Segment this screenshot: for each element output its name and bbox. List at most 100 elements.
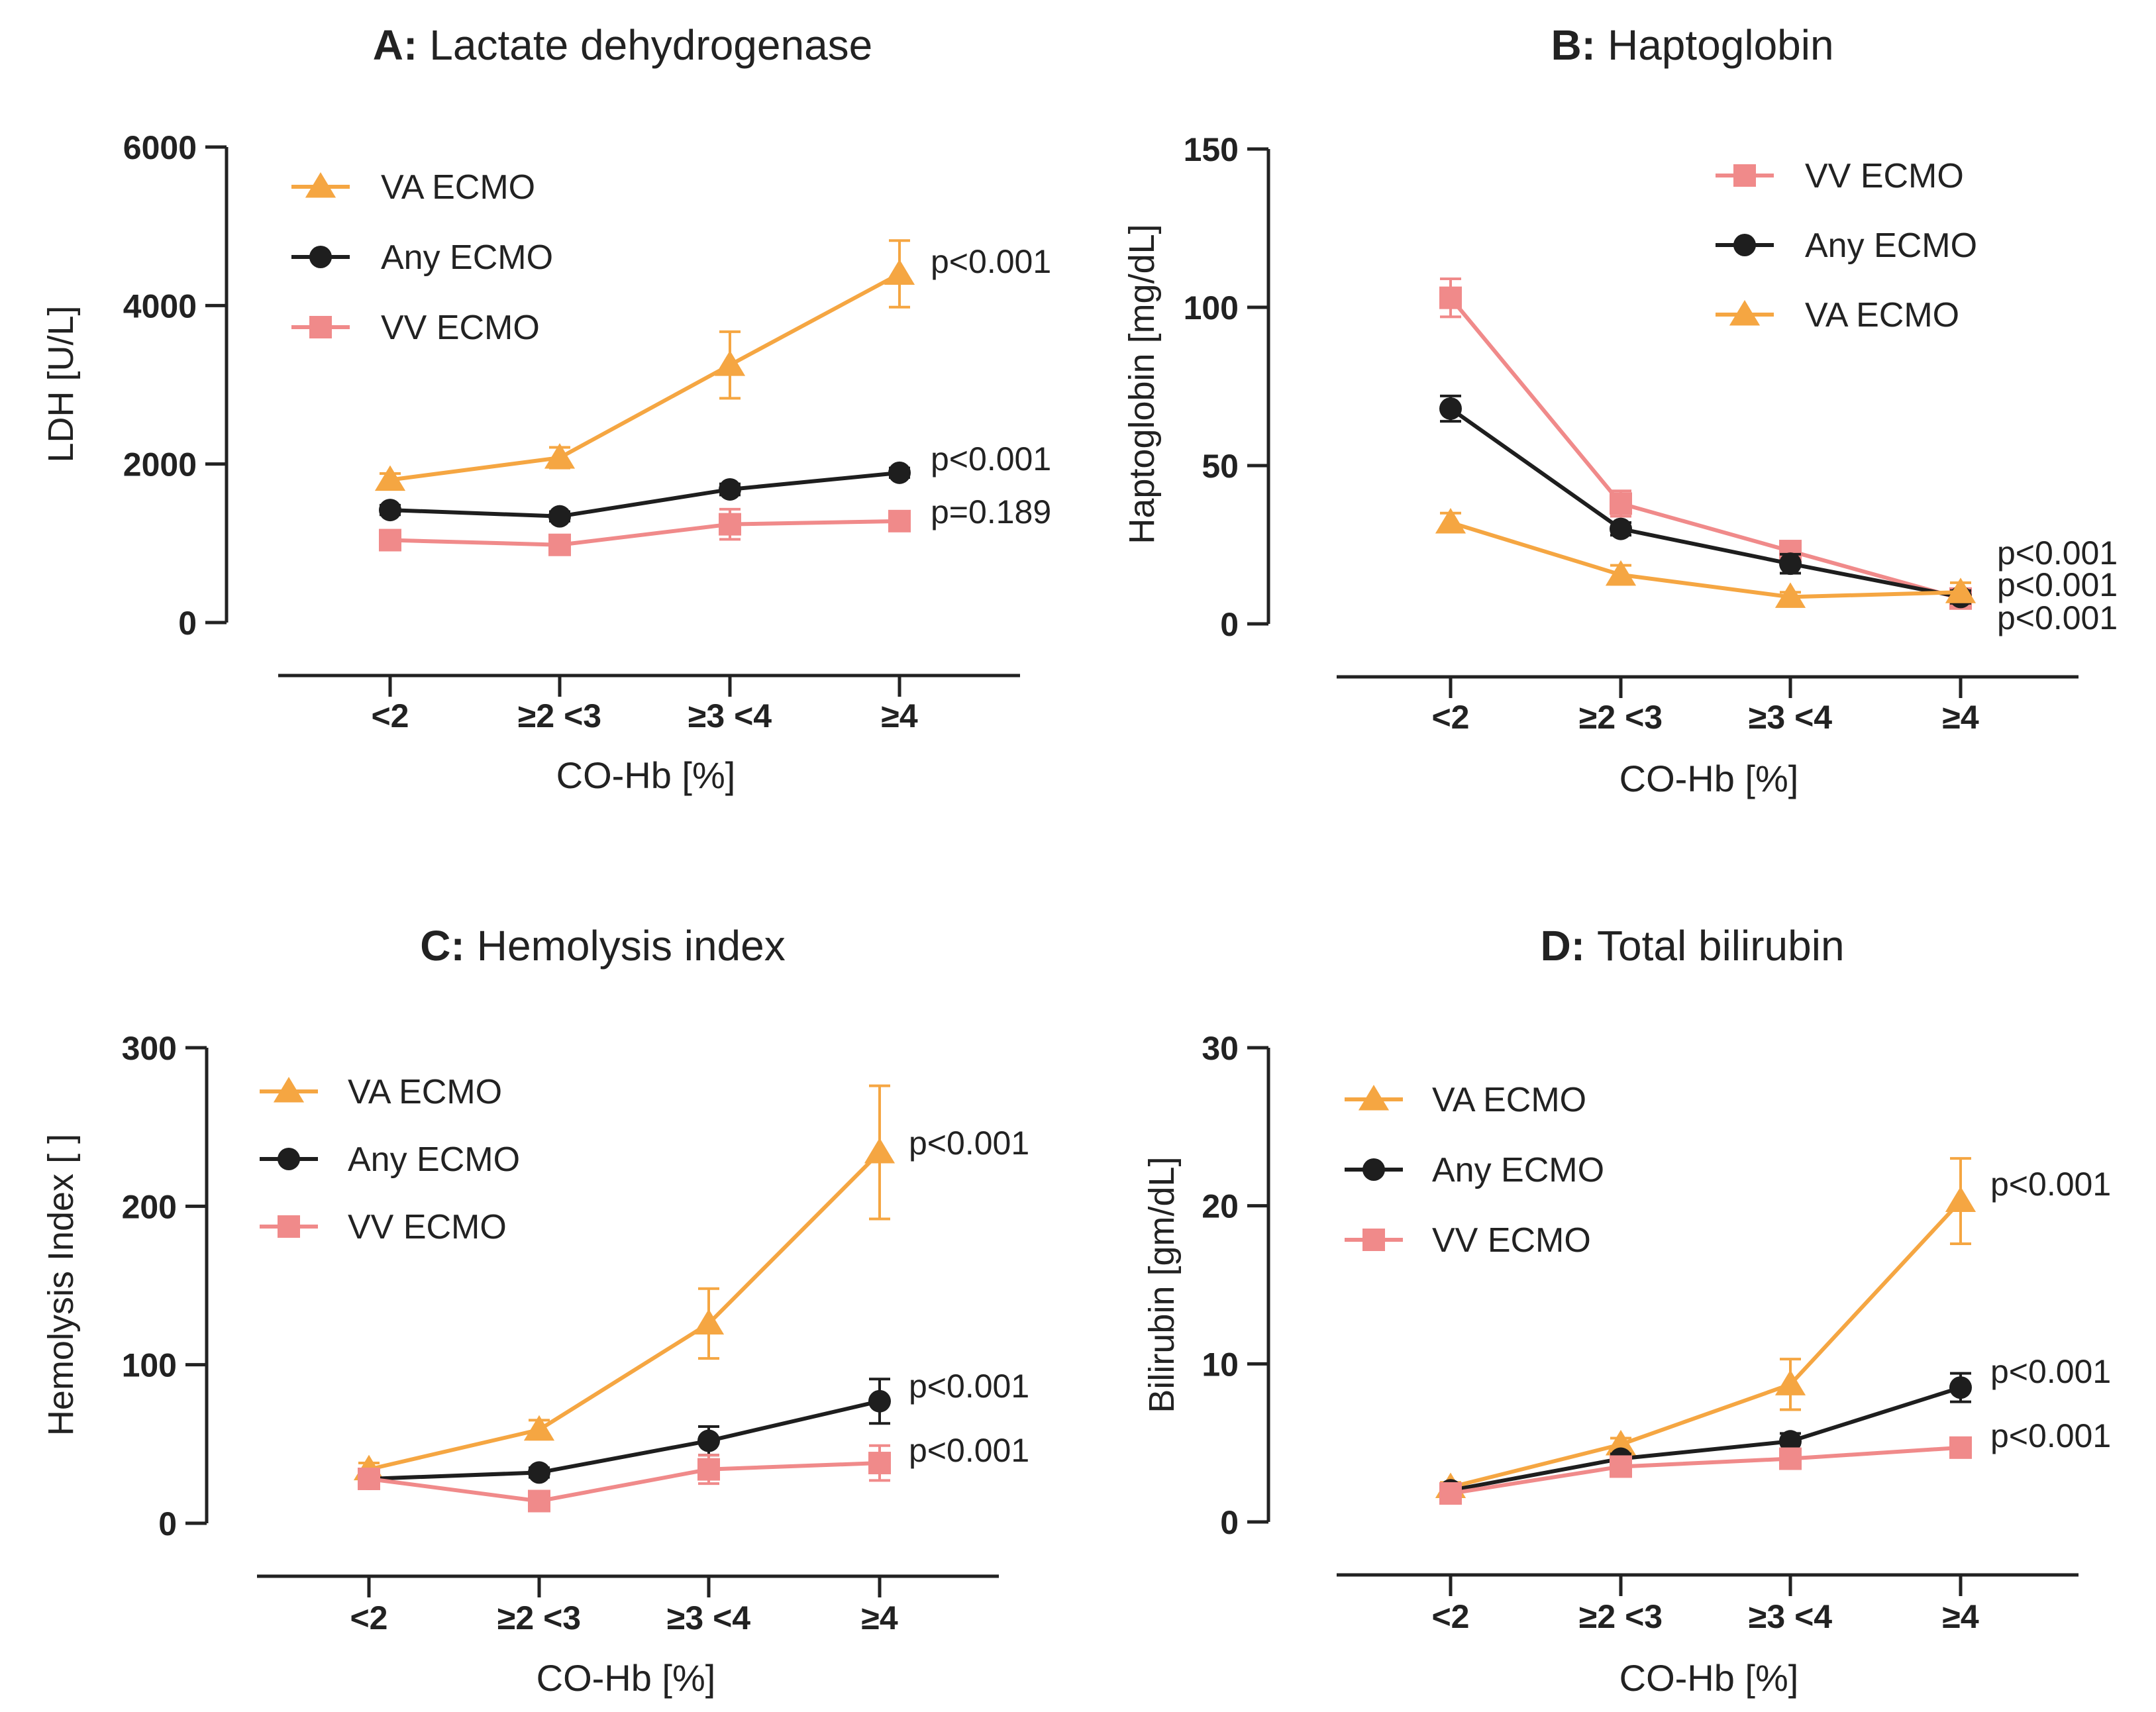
data-point: [1779, 1430, 1802, 1453]
chart-title: C: Hemolysis index: [420, 922, 785, 970]
p-value-label: p<0.001: [1997, 566, 2118, 603]
y-axis-label: Haptoglobin [mg/dL]: [1122, 224, 1162, 544]
x-tick-label: <2: [350, 1599, 387, 1636]
data-point: [528, 1489, 550, 1513]
series-line: [389, 470, 900, 519]
p-value-label: p<0.001: [909, 1432, 1029, 1469]
data-point: [1945, 1186, 1976, 1213]
data-point: [379, 499, 401, 522]
data-point: [1439, 286, 1462, 309]
p-value-label: p<0.001: [1997, 599, 2118, 636]
series-line: [389, 519, 900, 547]
x-tick-label: ≥2 <3: [497, 1599, 581, 1636]
data-point: [693, 1309, 725, 1334]
x-tick-label: ≥2 <3: [1579, 699, 1663, 736]
x-tick-label: ≥3 <4: [688, 697, 772, 734]
chart-title-text: Haptoglobin: [1608, 21, 1834, 69]
series-line: [1450, 1199, 1963, 1489]
legend-label: Any ECMO: [348, 1140, 520, 1179]
p-value-label: p<0.001: [1997, 534, 2118, 572]
data-point: [1439, 397, 1462, 420]
x-tick-label: <2: [1431, 699, 1469, 736]
x-tick-label: ≥2 <3: [1579, 1598, 1663, 1635]
chart-panel-b: B: Haptoglobin 0 50 100 150 Haptoglobin [mg/dL…: [1122, 21, 2118, 799]
y-tick-label: 0: [1220, 1504, 1239, 1541]
x-tick-label: ≥2 <3: [518, 697, 601, 734]
y-tick-label: 4000: [123, 287, 197, 325]
y-tick-label: 0: [178, 605, 197, 642]
y-tick-label: 6000: [123, 129, 197, 166]
legend-label: Any ECMO: [1432, 1151, 1604, 1189]
p-value-label: p<0.001: [909, 1368, 1029, 1405]
legend-label: Any ECMO: [1805, 227, 1977, 265]
data-point: [719, 478, 741, 501]
series-line: [1449, 407, 1961, 599]
chart-title-text: Total bilirubin: [1597, 922, 1845, 970]
data-point: [868, 1452, 891, 1475]
p-value-label: p<0.001: [931, 243, 1051, 280]
chart-panel-a: A: Lactate dehydrogenase 0 2000 4000 6000 LDH …: [41, 21, 1051, 796]
series-line: [368, 1150, 882, 1472]
series-any: [379, 461, 911, 528]
chart-title-prefix: C:: [420, 922, 465, 970]
chart-title-prefix: B:: [1551, 21, 1596, 69]
chart-title-prefix: D:: [1540, 922, 1585, 970]
x-axis-label: CO-Hb [%]: [1619, 1657, 1799, 1699]
x-axis-label: CO-Hb [%]: [537, 1657, 716, 1699]
y-tick-label: 10: [1202, 1346, 1239, 1383]
series-line: [1450, 1385, 1961, 1493]
legend: VA ECMO Any ECMO VV ECMO: [291, 168, 553, 347]
data-point: [697, 1458, 720, 1481]
series-line: [1450, 521, 1961, 599]
legend-marker: [1362, 1158, 1385, 1181]
legend-marker: [309, 316, 332, 338]
data-point: [379, 529, 401, 552]
data-point: [523, 1415, 555, 1441]
data-point: [548, 533, 571, 556]
data-point: [1774, 582, 1806, 608]
x-tick-label: <2: [371, 697, 409, 734]
data-point: [548, 505, 571, 528]
series-va: [374, 239, 915, 491]
data-point: [1610, 517, 1632, 540]
series-line: [389, 272, 901, 482]
series-vv: [358, 1444, 891, 1513]
legend-marker: [1729, 300, 1761, 326]
y-tick-label: 300: [122, 1030, 177, 1067]
chart-title-text: Lactate dehydrogenase: [429, 21, 872, 69]
series-va: [1435, 1157, 1976, 1498]
legend: VA ECMO Any ECMO VV ECMO: [260, 1073, 520, 1246]
chart-title: B: Haptoglobin: [1551, 21, 1833, 69]
y-tick-label: 200: [122, 1188, 177, 1225]
x-tick-label: ≥3 <4: [1749, 699, 1832, 736]
data-point: [1439, 1482, 1462, 1505]
chart-title: D: Total bilirubin: [1540, 922, 1844, 970]
legend-label: VV ECMO: [381, 309, 540, 347]
legend: VV ECMO Any ECMO VA ECMO: [1716, 157, 1977, 334]
data-point: [714, 350, 746, 376]
data-point: [1779, 552, 1802, 576]
data-point: [374, 465, 406, 491]
y-axis-label: Hemolysis Index [ ]: [41, 1134, 81, 1436]
series-line: [1450, 1445, 1961, 1496]
legend: VA ECMO Any ECMO VV ECMO: [1345, 1081, 1604, 1260]
p-value-label: p<0.001: [1990, 1353, 2111, 1390]
y-tick-label: 50: [1202, 448, 1239, 485]
x-tick-label: <2: [1431, 1598, 1469, 1635]
x-tick-label: ≥3 <4: [667, 1599, 750, 1636]
legend-label: VA ECMO: [381, 168, 535, 207]
legend-marker: [278, 1215, 300, 1238]
series-line: [368, 1399, 880, 1481]
p-value-label: p<0.001: [1990, 1166, 2111, 1203]
legend-marker: [1733, 234, 1756, 256]
legend-marker: [305, 172, 336, 198]
y-tick-label: 100: [122, 1347, 177, 1384]
series-any: [1439, 394, 1972, 609]
data-point: [1949, 1376, 1972, 1399]
legend-label: VA ECMO: [1805, 296, 1959, 334]
data-point: [528, 1461, 550, 1484]
data-point: [884, 259, 915, 285]
x-tick-label: ≥4: [881, 697, 917, 734]
data-point: [544, 443, 576, 469]
data-point: [1610, 1455, 1632, 1478]
